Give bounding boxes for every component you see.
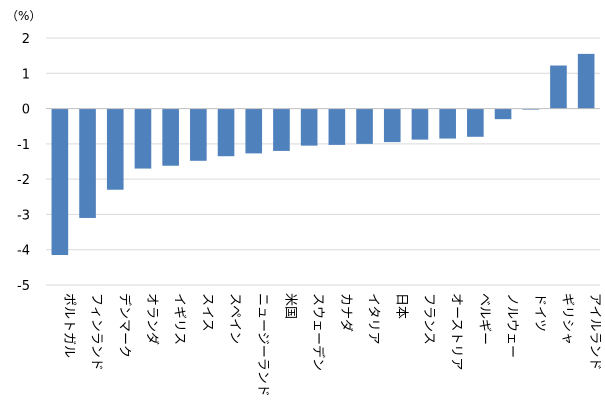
category-label: アイルランド <box>587 293 602 370</box>
y-tick-label: 0 <box>22 103 30 118</box>
bar <box>300 108 318 146</box>
gridlines <box>46 37 600 286</box>
category-label: ニュージーランド <box>255 293 270 397</box>
bar <box>383 108 401 143</box>
category-label: ギリシャ <box>559 293 574 345</box>
bar <box>162 108 179 166</box>
bar <box>467 108 484 137</box>
bar <box>550 65 567 109</box>
y-tick-label: -3 <box>17 208 30 223</box>
bar <box>577 53 595 109</box>
bar <box>190 108 207 161</box>
category-label: オランダ <box>144 293 159 345</box>
category-labels: ポルトガル フィンランド デンマーク オランダ イギリス スイス スペイン ニュージーランド米… <box>61 293 602 397</box>
y-axis-ticks: 2 1 0 -1 -2 -3 -4 -5 <box>17 32 30 294</box>
category-label: 日本 <box>393 293 408 319</box>
y-tick-label: -4 <box>17 244 30 259</box>
unit-label: （%） <box>6 9 41 23</box>
category-label: フィンランド <box>89 293 104 371</box>
bar <box>134 108 152 169</box>
bar <box>356 108 373 144</box>
bar <box>411 108 429 140</box>
category-label: デンマーク <box>116 293 132 358</box>
category-label: フランス <box>421 293 436 345</box>
bar <box>522 108 540 110</box>
bars <box>51 53 595 256</box>
bar <box>439 108 456 139</box>
category-label: ノルウェー <box>504 293 519 358</box>
category-label: イタリア <box>366 293 381 344</box>
y-tick-label: 1 <box>22 67 30 82</box>
bar <box>51 108 69 256</box>
y-tick-label: -1 <box>17 138 30 153</box>
category-label: ポルトガル <box>61 293 76 358</box>
category-label: ベルギー <box>476 293 491 345</box>
y-tick-label: -5 <box>17 279 30 294</box>
category-label: ドイツ <box>532 293 547 332</box>
bar <box>273 108 290 151</box>
category-label: カナダ <box>338 293 353 332</box>
bar <box>79 108 96 218</box>
category-label: イギリス <box>172 293 187 345</box>
category-label: スペイン <box>227 293 242 344</box>
category-label: 米国 <box>282 293 297 319</box>
y-tick-label: -2 <box>17 173 30 188</box>
bar <box>245 108 263 154</box>
y-tick-label: 2 <box>22 32 30 47</box>
bar <box>217 108 235 157</box>
bar <box>328 108 346 145</box>
bar <box>494 108 512 120</box>
category-label: オーストリア <box>449 293 464 370</box>
bar <box>106 108 124 190</box>
category-label: スウェーデン <box>310 293 326 371</box>
category-label: スイス <box>199 293 214 332</box>
